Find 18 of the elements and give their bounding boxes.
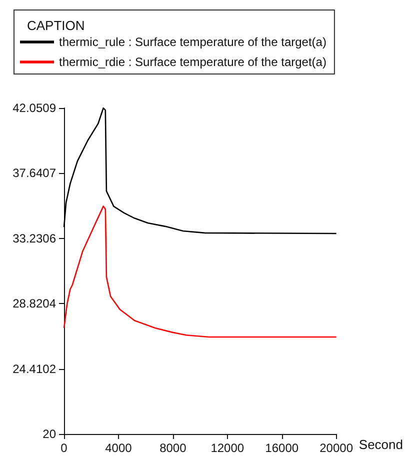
x-tick-label: 12000 <box>210 441 244 455</box>
y-tick-label: 20 <box>42 427 56 441</box>
legend-label: thermic_rdie : Surface temperature of the target(a) <box>59 55 326 69</box>
legend-label: thermic_rule : Surface temperature of the target(a) <box>59 35 326 49</box>
x-tick-label: 8000 <box>160 441 187 455</box>
legend-title: CAPTION <box>27 18 85 33</box>
x-axis-title: Second <box>358 437 404 452</box>
x-tick-label: 20000 <box>320 441 354 455</box>
y-tick-label: 42.0509 <box>12 101 56 115</box>
line-series <box>63 107 337 234</box>
y-tick-label: 28.8204 <box>12 296 56 311</box>
y-tick-label: 33.2306 <box>12 231 56 246</box>
y-tick-label: 37.6407 <box>12 166 56 180</box>
line-series <box>63 206 337 338</box>
y-tick-label: 24.4102 <box>12 362 56 376</box>
x-tick-label: 16000 <box>265 441 299 455</box>
x-tick-label: 0 <box>60 441 68 455</box>
x-tick-label: 4000 <box>105 441 132 455</box>
